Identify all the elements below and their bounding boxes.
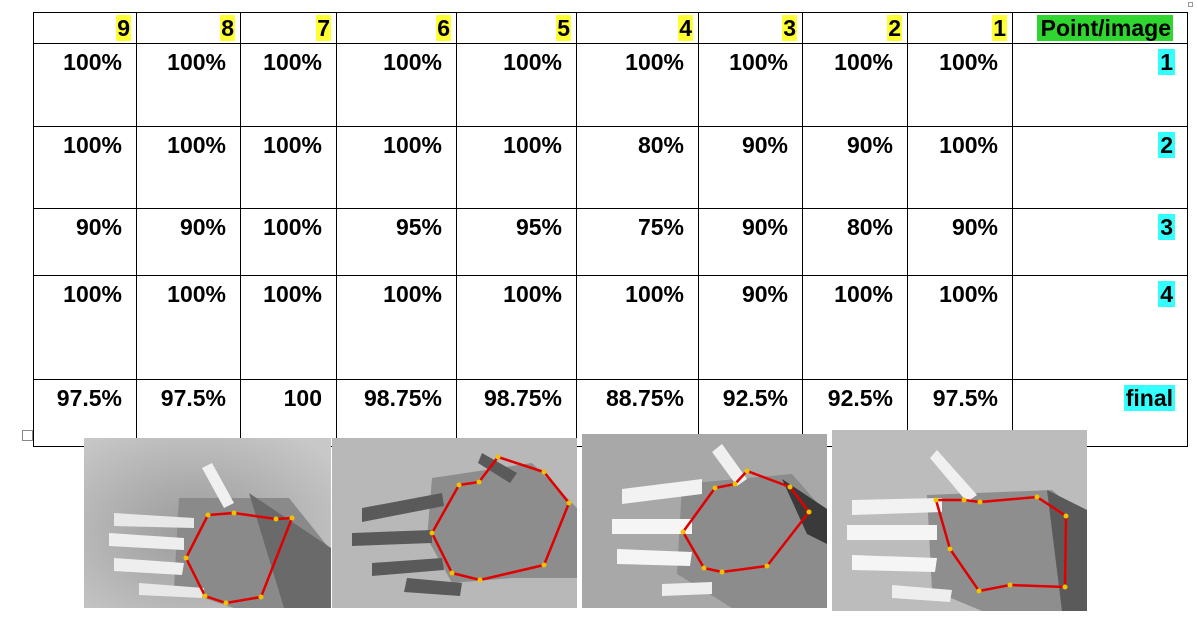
table-cell: 95%	[336, 208, 457, 276]
header-cell: 4	[576, 12, 699, 44]
table-cell: 100%	[136, 43, 241, 127]
header-row: 9 8 7 6 5 4 3 2 1 Point/image	[33, 12, 1188, 44]
header-cell: 1	[907, 12, 1013, 44]
table-cell: 90%	[802, 126, 908, 209]
table-cell: 100%	[33, 275, 137, 380]
table-cell: 100%	[456, 126, 577, 209]
table-cell: 100%	[136, 126, 241, 209]
table-row: 90% 90% 100% 95% 95% 75% 90% 80% 90% 3	[33, 208, 1188, 276]
table-cell: 100%	[33, 43, 137, 127]
column-number: 4	[678, 15, 693, 41]
table-cell: 100%	[240, 43, 337, 127]
table-cell: 90%	[698, 208, 803, 276]
table-cell: 100%	[336, 43, 457, 127]
object-handle[interactable]	[1188, 2, 1193, 7]
hand-image-1	[84, 438, 331, 608]
roi-polygon-2	[429, 454, 572, 583]
table-cell: 80%	[576, 126, 699, 209]
table-cell: 100%	[907, 126, 1013, 209]
table-cell: 95%	[456, 208, 577, 276]
header-cell: 5	[456, 12, 577, 44]
table-cell: 100%	[576, 275, 699, 380]
table-row: 100% 100% 100% 100% 100% 100% 100% 100% …	[33, 43, 1188, 127]
row-label-cell: 4	[1012, 275, 1188, 380]
row-label: 2	[1158, 132, 1175, 158]
table-cell: 100%	[240, 126, 337, 209]
header-cell: 6	[336, 12, 457, 44]
table-cell: 100%	[907, 43, 1013, 127]
table-cell: 100	[240, 379, 337, 447]
table-cell: 100%	[456, 275, 577, 380]
table-cell: 98.75%	[456, 379, 577, 447]
table-cell: 100%	[698, 43, 803, 127]
row-label-cell: 1	[1012, 43, 1188, 127]
point-image-header: Point/image	[1036, 15, 1173, 41]
header-cell: 9	[33, 12, 137, 44]
table-cell: 97.5%	[33, 379, 137, 447]
column-number: 7	[316, 15, 331, 41]
table-cell: 100%	[576, 43, 699, 127]
column-number: 8	[220, 15, 235, 41]
table-cell: 97.5%	[136, 379, 241, 447]
table-cell: 90%	[136, 208, 241, 276]
table-cell: 100%	[456, 43, 577, 127]
table-cell: 100%	[802, 43, 908, 127]
column-number: 5	[556, 15, 571, 41]
table-cell: 100%	[907, 275, 1013, 380]
roi-polygon-1	[183, 510, 295, 606]
table-cell: 100%	[33, 126, 137, 209]
hand-image-2	[332, 438, 577, 608]
table-cell: 75%	[576, 208, 699, 276]
row-label: 3	[1158, 214, 1175, 240]
table-row: 100% 100% 100% 100% 100% 80% 90% 90% 100…	[33, 126, 1188, 209]
header-cell: 3	[698, 12, 803, 44]
row-label: 4	[1158, 281, 1175, 307]
header-cell: 2	[802, 12, 908, 44]
table-cell: 90%	[33, 208, 137, 276]
column-number: 2	[887, 15, 902, 41]
table-cell: 98.75%	[336, 379, 457, 447]
table-cell: 100%	[136, 275, 241, 380]
table-row: 100% 100% 100% 100% 100% 100% 90% 100% 1…	[33, 275, 1188, 380]
hand-image-3	[582, 434, 827, 608]
results-table: 9 8 7 6 5 4 3 2 1 Point/image 100% 100% …	[33, 12, 1188, 447]
row-label: 1	[1158, 49, 1175, 75]
header-cell: 8	[136, 12, 241, 44]
header-cell: Point/image	[1012, 12, 1188, 44]
column-number: 6	[436, 15, 451, 41]
anchor-handle[interactable]	[22, 430, 33, 441]
column-number: 9	[116, 15, 131, 41]
table-cell: 90%	[698, 275, 803, 380]
table-cell: 100%	[802, 275, 908, 380]
roi-polygon-3	[680, 468, 812, 575]
row-label-cell: 2	[1012, 126, 1188, 209]
table-cell: 90%	[907, 208, 1013, 276]
table-cell: 100%	[240, 208, 337, 276]
header-cell: 7	[240, 12, 337, 44]
roi-polygon-4	[933, 494, 1069, 594]
table-cell: 100%	[336, 126, 457, 209]
table-cell: 100%	[336, 275, 457, 380]
table-cell: 90%	[698, 126, 803, 209]
row-label-cell: 3	[1012, 208, 1188, 276]
table-cell: 100%	[240, 275, 337, 380]
hand-image-4	[832, 430, 1087, 611]
column-number: 3	[782, 15, 797, 41]
column-number: 1	[992, 15, 1007, 41]
row-label: final	[1123, 385, 1175, 411]
table-cell: 80%	[802, 208, 908, 276]
